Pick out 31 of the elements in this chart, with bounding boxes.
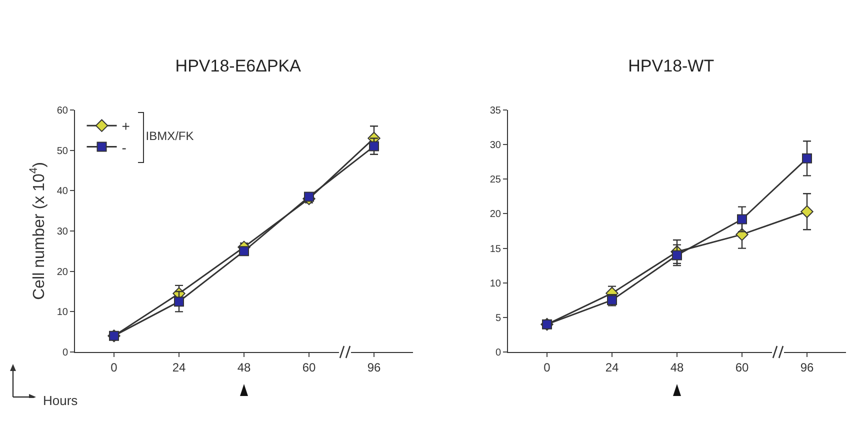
chart-title: HPV18-WT [628,56,714,76]
y-tick-label: 35 [490,106,502,116]
x-tick-label: 96 [800,360,814,374]
x-tick-label: 0 [544,360,551,374]
x-tick-label: 60 [302,360,316,374]
y-tick-label: 5 [495,312,502,324]
y-tick-label: 15 [490,244,502,255]
y-tick-label: 10 [56,307,68,318]
x-tick-label: 48 [670,360,684,374]
y-tick-label: 20 [490,209,502,220]
y-tick-label: 40 [56,186,68,198]
x-tick-label: 24 [605,360,619,374]
x-tick-label: 0 [110,360,118,374]
y-tick-label: 10 [490,278,502,290]
x-axis-title: Hours [43,393,78,408]
y-tick-label: 50 [56,146,68,157]
legend-title: IBMX/FK [146,128,194,142]
y-tick-label: 30 [56,226,68,238]
legend-label: - [122,139,127,156]
y-tick-label: 0 [495,348,502,358]
y-tick-label: 20 [56,266,68,278]
x-tick-label: 96 [367,360,381,374]
legend-label: + [122,118,130,134]
x-tick-label: 24 [172,360,186,374]
y-tick-label: 0 [62,348,68,358]
x-tick-label: 48 [237,360,251,374]
y-tick-label: 30 [490,140,502,152]
y-tick-label: 25 [490,174,502,186]
chart-title: HPV18-E6ΔPKA [175,56,302,76]
y-tick-label: 60 [56,106,68,116]
x-tick-label: 60 [735,360,749,374]
